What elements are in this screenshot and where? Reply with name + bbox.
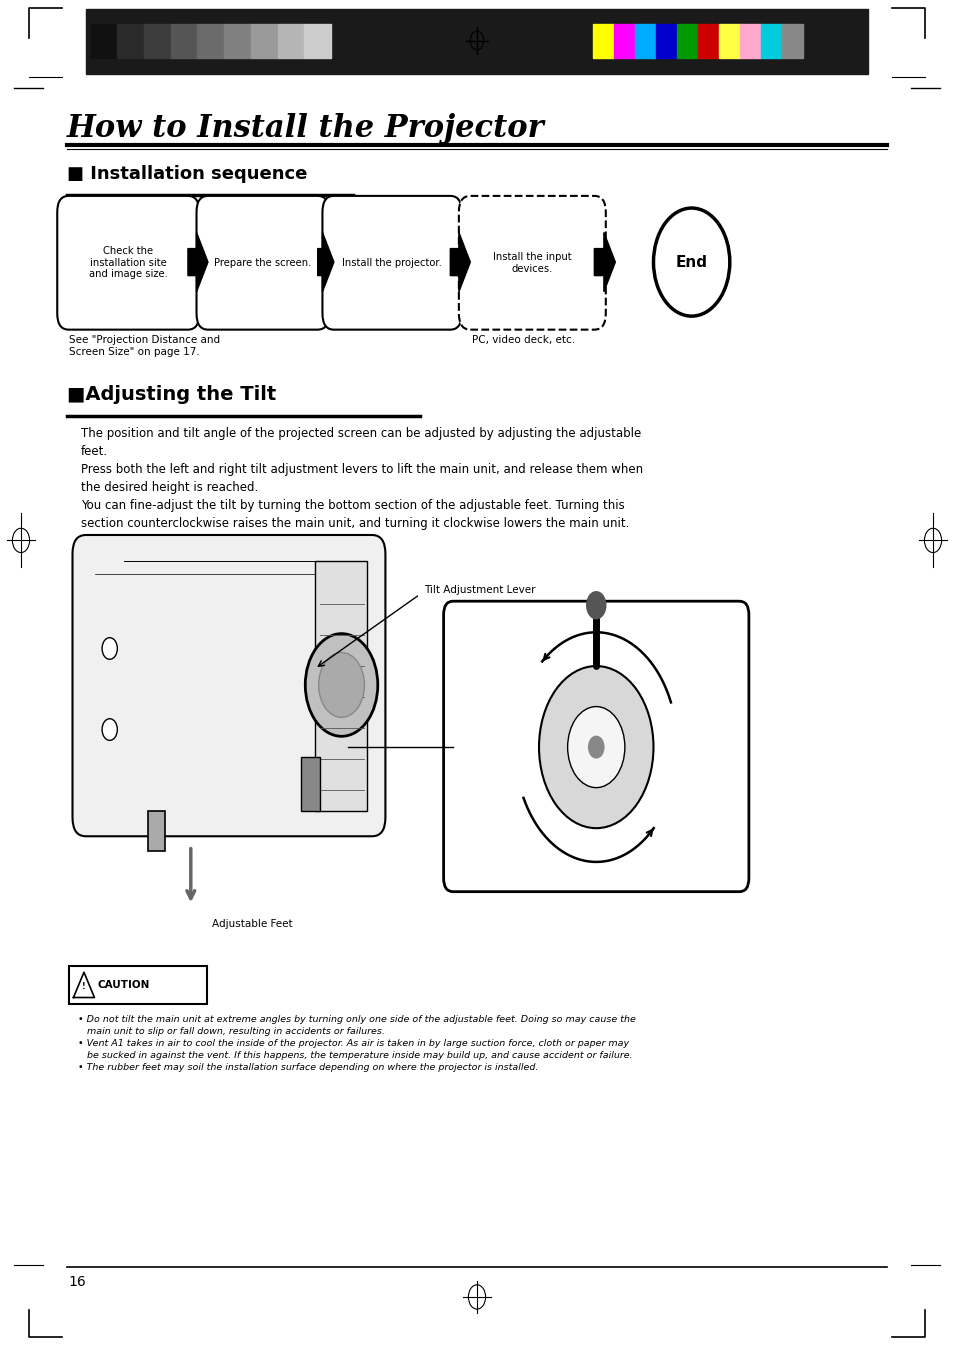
Text: PC, video deck, etc.: PC, video deck, etc. <box>472 335 575 345</box>
Text: End: End <box>675 254 707 270</box>
Bar <box>117 24 144 58</box>
Bar <box>171 24 197 58</box>
FancyBboxPatch shape <box>72 535 385 836</box>
Text: CAUTION: CAUTION <box>97 979 150 990</box>
Bar <box>677 24 698 58</box>
Circle shape <box>102 719 117 740</box>
Text: Extends
foot.: Extends foot. <box>473 736 513 758</box>
Circle shape <box>318 653 364 717</box>
Text: How to Install the Projector: How to Install the Projector <box>67 113 544 145</box>
Text: Install the input
devices.: Install the input devices. <box>493 253 571 273</box>
Bar <box>593 24 614 58</box>
Text: See "Projection Distance and
Screen Size" on page 17.: See "Projection Distance and Screen Size… <box>69 335 219 357</box>
Bar <box>197 24 224 58</box>
Bar <box>224 24 251 58</box>
Bar <box>760 24 781 58</box>
Bar <box>614 24 635 58</box>
FancyBboxPatch shape <box>443 601 748 892</box>
Text: Prepare the screen.: Prepare the screen. <box>213 258 312 267</box>
FancyBboxPatch shape <box>458 196 605 330</box>
Bar <box>86 9 867 74</box>
Bar <box>144 24 171 58</box>
Text: Adjustable Feet: Adjustable Feet <box>212 919 293 928</box>
Bar <box>148 811 165 851</box>
Text: The position and tilt angle of the projected screen can be adjusted by adjusting: The position and tilt angle of the proje… <box>81 427 642 530</box>
Text: Tilt Adjustment Lever: Tilt Adjustment Lever <box>424 585 536 596</box>
Polygon shape <box>317 232 334 292</box>
Circle shape <box>102 638 117 659</box>
Circle shape <box>567 707 624 788</box>
Bar <box>251 24 277 58</box>
Text: Retracts
foot.: Retracts foot. <box>679 736 719 758</box>
Text: 16: 16 <box>69 1275 87 1289</box>
Circle shape <box>588 736 603 758</box>
Bar <box>69 966 207 1004</box>
Polygon shape <box>594 232 615 292</box>
Bar <box>314 561 367 811</box>
Text: Install the projector.: Install the projector. <box>342 258 441 267</box>
Bar <box>781 24 802 58</box>
Circle shape <box>305 634 377 736</box>
Bar <box>719 24 740 58</box>
Bar <box>740 24 760 58</box>
Polygon shape <box>188 232 208 292</box>
Text: ■ Installation sequence: ■ Installation sequence <box>67 165 307 182</box>
Bar <box>656 24 677 58</box>
Bar <box>91 24 117 58</box>
Polygon shape <box>450 232 470 292</box>
Circle shape <box>586 592 605 619</box>
Circle shape <box>653 208 729 316</box>
FancyBboxPatch shape <box>322 196 461 330</box>
Bar <box>300 757 319 811</box>
Text: ■Adjusting the Tilt: ■Adjusting the Tilt <box>67 385 275 404</box>
Bar <box>698 24 719 58</box>
Text: Check the
installation site
and image size.: Check the installation site and image si… <box>89 246 168 280</box>
Polygon shape <box>73 973 94 997</box>
Circle shape <box>538 666 653 828</box>
Text: !: ! <box>82 982 86 990</box>
Text: • Do not tilt the main unit at extreme angles by turning only one side of the ad: • Do not tilt the main unit at extreme a… <box>78 1015 636 1073</box>
Bar <box>304 24 331 58</box>
FancyBboxPatch shape <box>196 196 329 330</box>
Bar <box>635 24 656 58</box>
Bar <box>277 24 304 58</box>
FancyBboxPatch shape <box>57 196 199 330</box>
